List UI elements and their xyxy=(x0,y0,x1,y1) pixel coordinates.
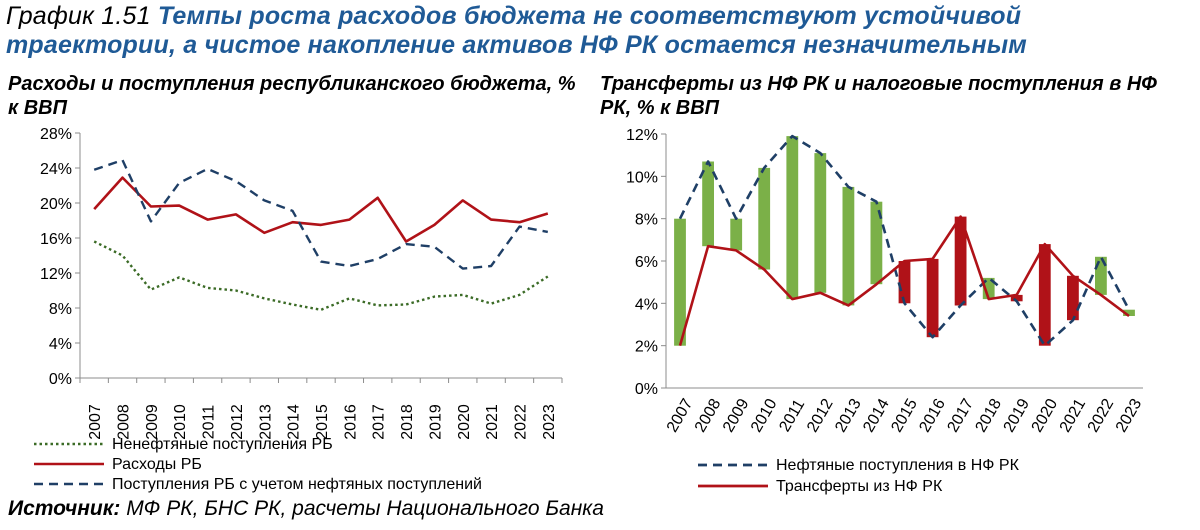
right-legend-label: Нефтяные поступления в НФ РК xyxy=(776,457,1020,474)
right-series-line-0 xyxy=(678,134,1131,348)
right-x-tick-label: 2007 xyxy=(664,396,697,435)
right-gap-bar xyxy=(954,216,967,306)
left-y-tick-label: 16% xyxy=(40,231,72,248)
figure-number: График 1.51 xyxy=(6,2,151,30)
right-x-tick-label: 2020 xyxy=(1029,396,1062,435)
left-legend-label: Поступления РБ с учетом нефтяных поступл… xyxy=(112,476,482,493)
left-x-tick-label: 2023 xyxy=(541,404,558,440)
left-legend-label: Расходы РБ xyxy=(112,456,202,473)
left-x-tick-label: 2022 xyxy=(512,404,529,440)
right-x-tick-label: 2019 xyxy=(1001,396,1034,435)
left-y-tick-label: 12% xyxy=(40,266,72,283)
left-x-tick-label: 2008 xyxy=(116,404,133,440)
right-gap-bar xyxy=(926,258,939,338)
right-x-tick-label: 2021 xyxy=(1057,396,1090,435)
left-x-tick-label: 2019 xyxy=(427,404,444,440)
left-y-tick-label: 8% xyxy=(49,301,72,318)
right-gap-bar xyxy=(730,218,743,251)
right-gap-bar xyxy=(786,136,799,300)
right-gap-bar xyxy=(702,161,714,247)
left-x-tick-label: 2012 xyxy=(229,404,246,440)
left-legend-label: Ненефтяные поступления РБ xyxy=(112,436,333,453)
left-chart-title: Расходы и поступления республиканского б… xyxy=(8,73,576,119)
right-x-tick-label: 2008 xyxy=(692,396,725,435)
right-x-tick-label: 2010 xyxy=(748,396,781,435)
left-x-tick-label: 2011 xyxy=(201,405,218,440)
left-series-line-0 xyxy=(93,240,549,311)
right-x-tick-label: 2016 xyxy=(916,396,949,435)
figure-title: График 1.51 Темпы роста расходов бюджета… xyxy=(6,2,1196,60)
right-y-tick-label: 8% xyxy=(635,212,658,229)
left-y-tick-label: 20% xyxy=(40,196,72,213)
source-label: Источник: xyxy=(8,497,121,520)
right-gap-bar xyxy=(758,167,771,270)
source-text: МФ РК, БНС РК, расчеты Национального Бан… xyxy=(120,497,604,520)
right-y-tick-label: 12% xyxy=(626,127,658,144)
right-gap-bar xyxy=(1067,275,1079,321)
right-x-tick-label: 2012 xyxy=(804,396,837,435)
left-x-tick-label: 2010 xyxy=(172,404,189,440)
right-gap-bar xyxy=(870,201,883,285)
source-note: Источник: МФ РК, БНС РК, расчеты Национа… xyxy=(8,497,604,521)
right-series-line-1 xyxy=(678,215,1130,347)
right-y-tick-label: 0% xyxy=(635,381,658,398)
right-x-tick-label: 2014 xyxy=(860,396,893,435)
right-x-tick-label: 2022 xyxy=(1085,396,1118,435)
left-x-tick-label: 2017 xyxy=(371,404,388,440)
right-gap-bar xyxy=(1095,256,1107,295)
left-x-tick-label: 2007 xyxy=(87,404,104,440)
right-x-tick-label: 2023 xyxy=(1113,396,1146,435)
left-series-line-2 xyxy=(93,158,549,270)
left-x-tick-label: 2015 xyxy=(314,404,331,440)
right-y-tick-label: 2% xyxy=(635,339,658,356)
right-y-tick-label: 4% xyxy=(635,296,658,313)
right-x-tick-label: 2017 xyxy=(944,396,977,435)
right-chart-title: Трансферты из НФ РК и налоговые поступле… xyxy=(600,73,1157,119)
right-x-tick-label: 2015 xyxy=(888,396,921,435)
right-x-tick-label: 2009 xyxy=(720,396,753,435)
left-y-tick-label: 4% xyxy=(49,336,72,353)
right-gap-bar xyxy=(842,186,855,306)
right-gap-bar xyxy=(1123,309,1135,316)
right-gap-bar xyxy=(982,277,995,300)
left-x-tick-label: 2020 xyxy=(456,404,473,440)
right-gap-bar xyxy=(1010,294,1023,302)
left-x-tick-label: 2018 xyxy=(399,404,416,440)
right-y-tick-label: 10% xyxy=(626,169,658,186)
right-gap-bar xyxy=(898,261,911,304)
left-x-tick-label: 2009 xyxy=(144,404,161,440)
left-x-tick-label: 2021 xyxy=(484,404,501,440)
left-y-tick-label: 28% xyxy=(40,126,72,143)
right-x-tick-label: 2013 xyxy=(832,396,865,435)
right-gap-bar xyxy=(1038,244,1051,346)
left-x-tick-label: 2014 xyxy=(286,404,303,440)
right-legend-label: Трансферты из НФ РК xyxy=(776,478,943,495)
right-y-tick-label: 6% xyxy=(635,254,658,271)
left-x-tick-label: 2013 xyxy=(257,404,274,440)
right-gap-bar xyxy=(814,153,827,293)
figure-title-text: Темпы роста расходов бюджета не соответс… xyxy=(6,2,1028,59)
left-series-line-1 xyxy=(93,176,549,243)
left-x-tick-label: 2016 xyxy=(342,404,359,440)
right-x-tick-label: 2018 xyxy=(973,396,1006,435)
left-y-tick-label: 0% xyxy=(49,371,72,388)
left-y-tick-label: 24% xyxy=(40,161,72,178)
right-x-tick-label: 2011 xyxy=(776,397,808,435)
right-gap-bar xyxy=(674,218,686,346)
